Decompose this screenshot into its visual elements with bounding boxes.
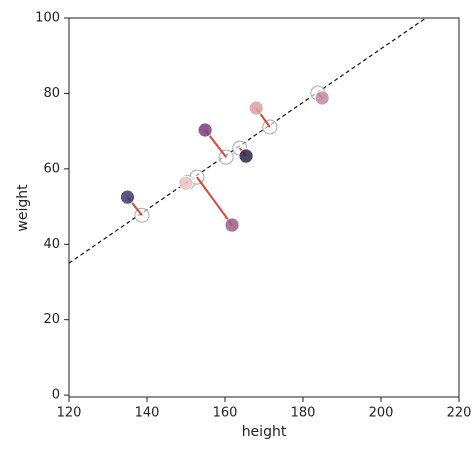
y-tick-label: 40 <box>43 237 60 252</box>
data-point <box>238 148 254 164</box>
plot-frame <box>68 17 460 398</box>
data-point <box>120 189 135 205</box>
fit-line <box>69 18 427 264</box>
x-tick-label: 200 <box>369 406 394 421</box>
data-point <box>197 122 213 138</box>
y-tick-label: 60 <box>43 161 60 176</box>
y-tick-label: 20 <box>43 312 60 327</box>
x-tick-label: 160 <box>213 406 238 421</box>
y-tick-label: 0 <box>52 388 60 403</box>
data-point <box>178 175 194 191</box>
x-axis-label: height <box>242 424 287 440</box>
x-tick-label: 180 <box>291 406 316 421</box>
y-tick-label: 100 <box>35 11 60 26</box>
data-point <box>224 217 240 233</box>
residual-segment <box>196 176 233 226</box>
y-axis-label: weight <box>15 184 31 232</box>
y-tick-label: 80 <box>43 86 60 101</box>
x-tick-label: 140 <box>135 406 160 421</box>
data-point <box>248 100 264 116</box>
x-tick-label: 220 <box>447 406 472 421</box>
x-tick-label: 120 <box>57 406 82 421</box>
data-point <box>314 90 330 106</box>
